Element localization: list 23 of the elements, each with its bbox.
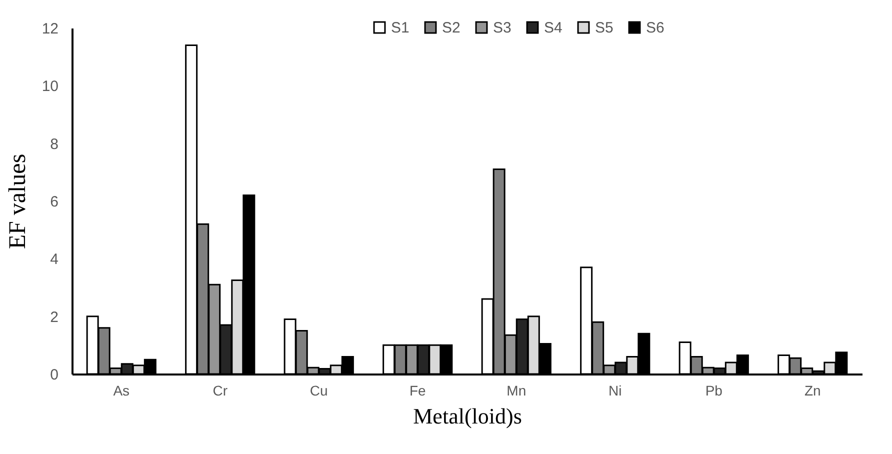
legend-label: S6	[646, 20, 664, 37]
x-tick-label: As	[113, 382, 130, 398]
y-tick-label: 8	[50, 136, 58, 153]
y-tick-label: 4	[50, 251, 58, 268]
legend-label: S3	[493, 20, 512, 37]
x-tick-label: Cu	[310, 382, 328, 398]
x-tick-label: Fe	[409, 382, 426, 398]
y-tick-label: 6	[50, 194, 58, 210]
x-tick-label: Cr	[212, 382, 228, 398]
x-tick-label: Ni	[608, 382, 622, 398]
y-tick-label: 10	[42, 78, 58, 96]
legend-label: S1	[391, 20, 410, 37]
x-tick-label: Mn	[506, 382, 526, 398]
legend-label: S2	[442, 20, 460, 37]
y-tick-label: 2	[50, 308, 58, 326]
y-tick-label: 12	[42, 20, 58, 38]
x-axis-title: Metal(loid)s	[413, 404, 522, 428]
y-axis-title: EF values	[4, 154, 31, 250]
x-tick-label: Zn	[804, 382, 821, 398]
y-tick-label: 0	[50, 366, 58, 384]
legend-label: S5	[595, 20, 614, 37]
legend-label: S4	[544, 20, 562, 37]
x-tick-label: Pb	[705, 382, 723, 398]
